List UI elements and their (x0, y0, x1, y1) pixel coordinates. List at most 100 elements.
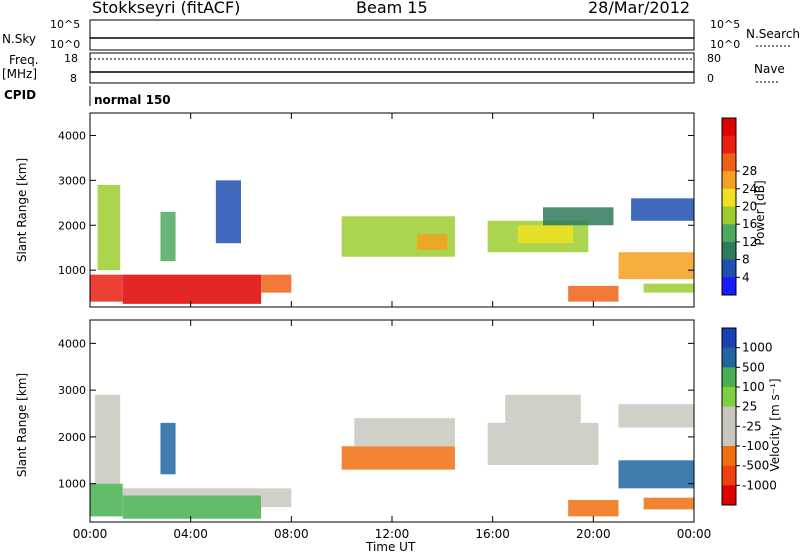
nsky-tick-top: 10^5 (50, 18, 81, 31)
freq-label: Freq. (9, 53, 39, 67)
beam-label: Beam 15 (356, 0, 428, 17)
velocity-region-13 (643, 497, 694, 510)
velocity-colorbar-swatch (722, 446, 736, 467)
nsearch-tick-bottom: 10^0 (710, 38, 741, 51)
power-colorbar-swatch (722, 171, 736, 190)
power-colorbar-tick-label: 16 (742, 217, 757, 231)
velocity-region-2 (122, 495, 262, 519)
cpid-value: normal 150 (94, 93, 171, 107)
power-colorbar-swatch (722, 259, 736, 278)
velocity-colorbar-swatch (722, 367, 736, 388)
velocity-ytick-label: 4000 (58, 337, 86, 350)
velocity-region-11 (618, 460, 694, 489)
velocity-colorbar-tick-label: 500 (742, 360, 765, 374)
power-region-11 (568, 285, 619, 302)
power-ytick-label: 2000 (58, 219, 86, 232)
velocity-colorbar-tick-label: -1000 (742, 478, 777, 492)
nave-label: Nave (754, 62, 785, 76)
xtick-label: 08:00 (274, 527, 309, 541)
power-colorbar-label: Power [dB] (753, 180, 767, 246)
date-label: 28/Mar/2012 (588, 0, 691, 17)
velocity-region-1 (95, 394, 121, 484)
power-ylabel: Slant Range [km] (15, 157, 29, 263)
power-region-5 (215, 180, 241, 244)
velocity-region-7 (354, 418, 455, 447)
power-colorbar-swatch (722, 153, 736, 172)
freq-tick-bottom: 8 (70, 72, 77, 85)
xtick-label: 12:00 (375, 527, 410, 541)
velocity-colorbar-label: Velocity [m s⁻¹] (768, 378, 782, 472)
power-region-9 (517, 225, 574, 244)
velocity-colorbar-tick-label: 25 (742, 400, 757, 414)
power-colorbar-tick-label: 4 (742, 270, 750, 284)
xtick-label: 20:00 (576, 527, 611, 541)
power-colorbar-tick-label: 12 (742, 235, 757, 249)
velocity-region-9 (505, 394, 581, 423)
power-colorbar-swatch (722, 135, 736, 154)
velocity-colorbar-tick-label: 100 (742, 380, 765, 394)
velocity-colorbar-tick-label: 1000 (742, 341, 773, 355)
power-colorbar-swatch (722, 206, 736, 225)
velocity-region-12 (618, 404, 694, 428)
power-region-4 (160, 211, 176, 262)
xtick-label: 04:00 (173, 527, 208, 541)
power-region-14 (643, 283, 694, 293)
velocity-colorbar-swatch (722, 406, 736, 427)
velocity-ytick-label: 3000 (58, 384, 86, 397)
velocity-colorbar-swatch (722, 485, 736, 506)
nave-tick-bottom: 0 (707, 72, 714, 85)
power-ytick-label: 4000 (58, 129, 86, 142)
power-ytick-label: 1000 (58, 264, 86, 277)
radar-title: Stokkseyri (fitACF) (92, 0, 241, 17)
power-region-2 (122, 274, 262, 304)
power-colorbar-tick-label: 8 (742, 253, 750, 267)
power-region-10 (543, 207, 614, 226)
power-region-13 (631, 198, 694, 221)
velocity-region-0 (90, 483, 123, 517)
velocity-ytick-label: 1000 (58, 478, 86, 491)
nave-tick-top: 80 (707, 52, 721, 65)
xtick-label: 16:00 (475, 527, 510, 541)
velocity-colorbar-tick-label: -25 (742, 419, 762, 433)
velocity-region-4 (261, 488, 292, 508)
power-colorbar-tick-label: 28 (742, 164, 757, 178)
velocity-region-5 (160, 422, 176, 475)
velocity-ylabel: Slant Range [km] (15, 372, 29, 478)
velocity-plot (90, 394, 694, 519)
power-colorbar-tick-label: 24 (742, 182, 757, 196)
power-colorbar-swatch (722, 277, 736, 296)
power-region-12 (618, 252, 694, 280)
velocity-colorbar-swatch (722, 328, 736, 349)
freq-panel-frame (89, 52, 695, 84)
velocity-region-6 (341, 446, 455, 470)
power-region-1 (97, 184, 121, 271)
velocity-colorbar-frame (721, 327, 737, 506)
power-colorbar-swatch (722, 224, 736, 243)
power-region-3 (261, 274, 292, 293)
nsearch-label: N.Search (746, 27, 800, 41)
velocity-colorbar-tick-label: -100 (742, 439, 769, 453)
power-colorbar-swatch (722, 118, 736, 137)
velocity-region-10 (568, 500, 619, 517)
nsky-tick-bottom: 10^0 (50, 38, 81, 51)
velocity-region-8 (487, 422, 599, 465)
freq-unit: [MHz] (2, 67, 38, 81)
xtick-label: 00:00 (73, 527, 108, 541)
nsky-panel-frame (89, 19, 695, 51)
cpid-label: CPID (4, 88, 37, 102)
power-plot (90, 180, 694, 304)
xlabel-time: Time UT (366, 540, 416, 554)
velocity-ytick-label: 2000 (58, 431, 86, 444)
power-colorbar-tick-label: 20 (742, 200, 757, 214)
power-region-0 (90, 274, 123, 302)
power-region-7 (417, 234, 448, 250)
xtick-label: 00:00 (677, 527, 712, 541)
nsky-label: N.Sky (2, 32, 37, 46)
velocity-colorbar-swatch (722, 387, 736, 408)
power-ytick-label: 3000 (58, 174, 86, 187)
freq-tick-top: 18 (64, 52, 78, 65)
velocity-colorbar-swatch (722, 426, 736, 447)
velocity-colorbar-swatch (722, 347, 736, 368)
velocity-colorbar-tick-label: -500 (742, 459, 769, 473)
